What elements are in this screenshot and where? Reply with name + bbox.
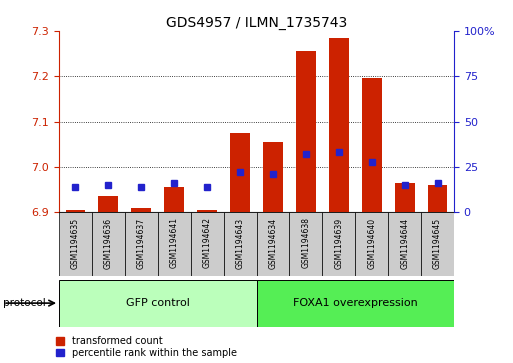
Bar xyxy=(125,212,158,276)
Text: GSM1194644: GSM1194644 xyxy=(400,217,409,269)
Bar xyxy=(289,212,322,276)
Text: GSM1194645: GSM1194645 xyxy=(433,217,442,269)
Text: protocol: protocol xyxy=(3,298,45,308)
Text: GSM1194639: GSM1194639 xyxy=(334,217,343,269)
Text: GSM1194635: GSM1194635 xyxy=(71,217,80,269)
Bar xyxy=(296,51,315,212)
Title: GDS4957 / ILMN_1735743: GDS4957 / ILMN_1735743 xyxy=(166,16,347,30)
Text: GSM1194643: GSM1194643 xyxy=(235,217,245,269)
Text: GSM1194640: GSM1194640 xyxy=(367,217,376,269)
Bar xyxy=(322,212,355,276)
Text: GSM1194634: GSM1194634 xyxy=(268,217,278,269)
Bar xyxy=(197,210,217,212)
Bar xyxy=(355,212,388,276)
Bar xyxy=(131,208,151,212)
Bar xyxy=(428,185,447,212)
Bar xyxy=(256,212,289,276)
Bar xyxy=(164,187,184,212)
Bar xyxy=(158,212,191,276)
Bar xyxy=(66,210,85,212)
Bar xyxy=(263,142,283,212)
Text: GSM1194638: GSM1194638 xyxy=(301,217,310,268)
Bar xyxy=(59,212,92,276)
Text: FOXA1 overexpression: FOXA1 overexpression xyxy=(293,298,418,308)
Bar xyxy=(230,133,250,212)
Text: GSM1194641: GSM1194641 xyxy=(170,217,179,268)
Text: GSM1194636: GSM1194636 xyxy=(104,217,113,269)
Legend: transformed count, percentile rank within the sample: transformed count, percentile rank withi… xyxy=(56,336,236,358)
Text: GFP control: GFP control xyxy=(126,298,190,308)
Bar xyxy=(394,183,415,212)
Text: GSM1194637: GSM1194637 xyxy=(137,217,146,269)
Bar xyxy=(421,212,454,276)
Bar xyxy=(59,280,256,327)
Bar xyxy=(191,212,224,276)
Bar xyxy=(329,38,349,212)
Bar xyxy=(224,212,256,276)
Bar xyxy=(98,196,118,212)
Bar xyxy=(362,78,382,212)
Text: GSM1194642: GSM1194642 xyxy=(203,217,212,268)
Bar xyxy=(388,212,421,276)
Bar xyxy=(256,280,454,327)
Bar xyxy=(92,212,125,276)
